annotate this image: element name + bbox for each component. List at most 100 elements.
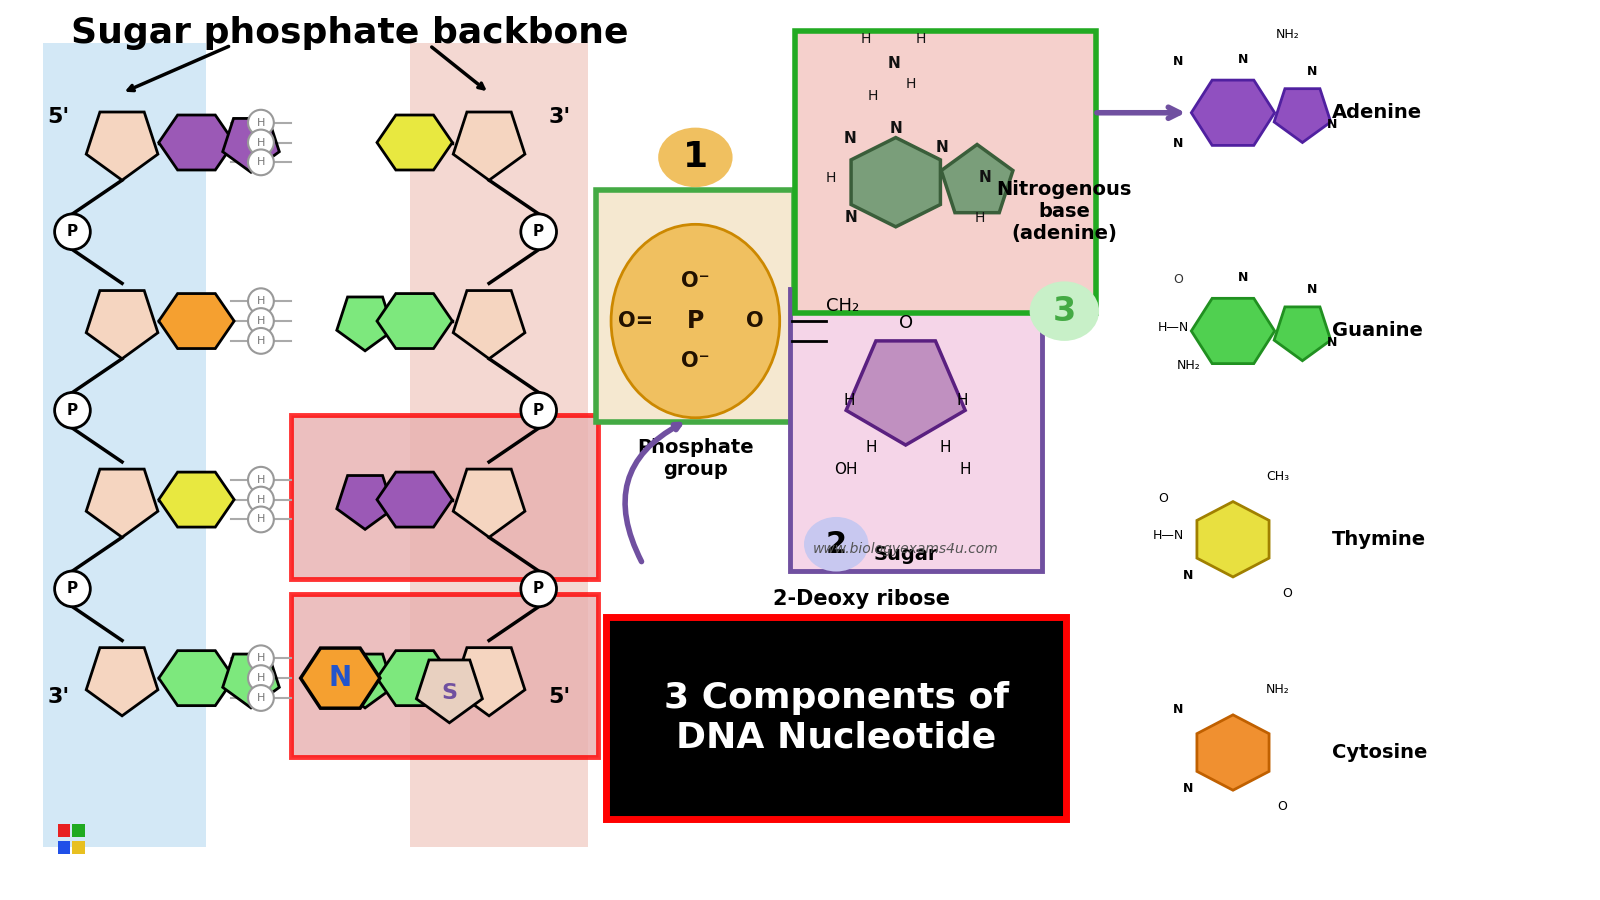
Text: 3: 3 [1053,294,1075,328]
Ellipse shape [658,128,733,187]
Bar [72,841,85,854]
Circle shape [248,328,274,354]
Text: H: H [256,336,266,346]
Text: H: H [256,495,266,505]
Polygon shape [378,115,453,170]
Text: O⁻: O⁻ [682,351,710,371]
Text: H: H [866,439,877,454]
Text: H—N: H—N [1158,321,1189,334]
Text: Nitrogenous
base
(adenine): Nitrogenous base (adenine) [997,180,1133,243]
FancyBboxPatch shape [790,289,1042,571]
Polygon shape [453,648,525,716]
Text: O⁻: O⁻ [682,272,710,292]
Text: H: H [915,32,926,46]
Text: N: N [328,664,352,692]
Text: 1: 1 [683,140,707,175]
Ellipse shape [803,517,869,572]
Text: H: H [960,463,971,477]
Circle shape [248,685,274,711]
Circle shape [522,392,557,428]
Polygon shape [846,341,965,445]
Polygon shape [158,293,234,348]
Polygon shape [453,291,525,359]
Text: NH₂: NH₂ [1275,29,1299,41]
Text: Cytosine: Cytosine [1333,743,1427,762]
Ellipse shape [1030,282,1099,341]
Polygon shape [222,119,280,172]
Polygon shape [86,112,158,180]
Text: 3 Components of
DNA Nucleotide: 3 Components of DNA Nucleotide [664,681,1008,754]
Text: H: H [256,158,266,167]
Text: N: N [1238,272,1248,284]
Text: H: H [957,393,968,408]
Text: H: H [256,316,266,326]
Text: S: S [442,683,458,703]
Text: H: H [826,171,837,185]
Circle shape [248,665,274,691]
Polygon shape [1197,501,1269,577]
Polygon shape [453,112,525,180]
FancyBboxPatch shape [291,594,598,758]
Polygon shape [1197,715,1269,790]
Polygon shape [1274,307,1331,361]
Text: NH₂: NH₂ [1176,359,1200,372]
Text: H: H [906,77,915,91]
Text: P: P [533,224,544,239]
Text: H: H [256,693,266,703]
Text: O=: O= [618,311,653,331]
Text: N: N [843,130,856,146]
Text: 5': 5' [48,107,70,127]
FancyBboxPatch shape [606,616,1066,819]
Text: N: N [979,170,992,185]
Text: N: N [1238,53,1248,67]
Text: H: H [256,653,266,663]
Circle shape [248,308,274,334]
Polygon shape [1192,80,1275,146]
Polygon shape [941,145,1013,212]
Text: N: N [1307,284,1317,296]
Polygon shape [378,293,453,348]
Text: O: O [1278,800,1288,813]
Text: N: N [1173,138,1184,150]
Polygon shape [336,654,394,708]
Bar [72,824,85,837]
Text: P: P [686,309,704,333]
Text: 2: 2 [826,530,846,559]
Polygon shape [378,651,453,706]
Polygon shape [86,291,158,359]
Text: 5': 5' [549,687,571,707]
Polygon shape [301,648,379,708]
Circle shape [248,467,274,492]
Polygon shape [86,469,158,537]
Text: H: H [843,393,854,408]
Text: O: O [1283,587,1293,599]
Polygon shape [158,651,234,706]
Polygon shape [158,115,234,170]
Bar [43,43,206,847]
Text: P: P [533,403,544,418]
Text: P: P [67,224,78,239]
Text: H—N: H—N [1154,529,1184,543]
Text: H: H [939,439,950,454]
Text: H: H [256,296,266,306]
Text: N: N [1307,65,1317,78]
Text: H: H [974,211,986,225]
Text: N: N [1326,336,1338,349]
Text: N: N [1173,703,1184,716]
Text: OH: OH [835,463,858,477]
Circle shape [248,507,274,532]
Text: CH₃: CH₃ [1266,470,1290,482]
Polygon shape [1274,89,1331,142]
Circle shape [522,214,557,249]
Circle shape [54,571,90,607]
Circle shape [54,214,90,249]
Text: P: P [533,581,544,597]
Text: O: O [746,311,763,331]
Text: O: O [1173,274,1184,286]
Text: Phosphate
group: Phosphate group [637,438,754,479]
Polygon shape [336,297,394,351]
Polygon shape [86,648,158,716]
Circle shape [248,130,274,156]
Circle shape [248,149,274,176]
Text: H: H [861,32,870,46]
